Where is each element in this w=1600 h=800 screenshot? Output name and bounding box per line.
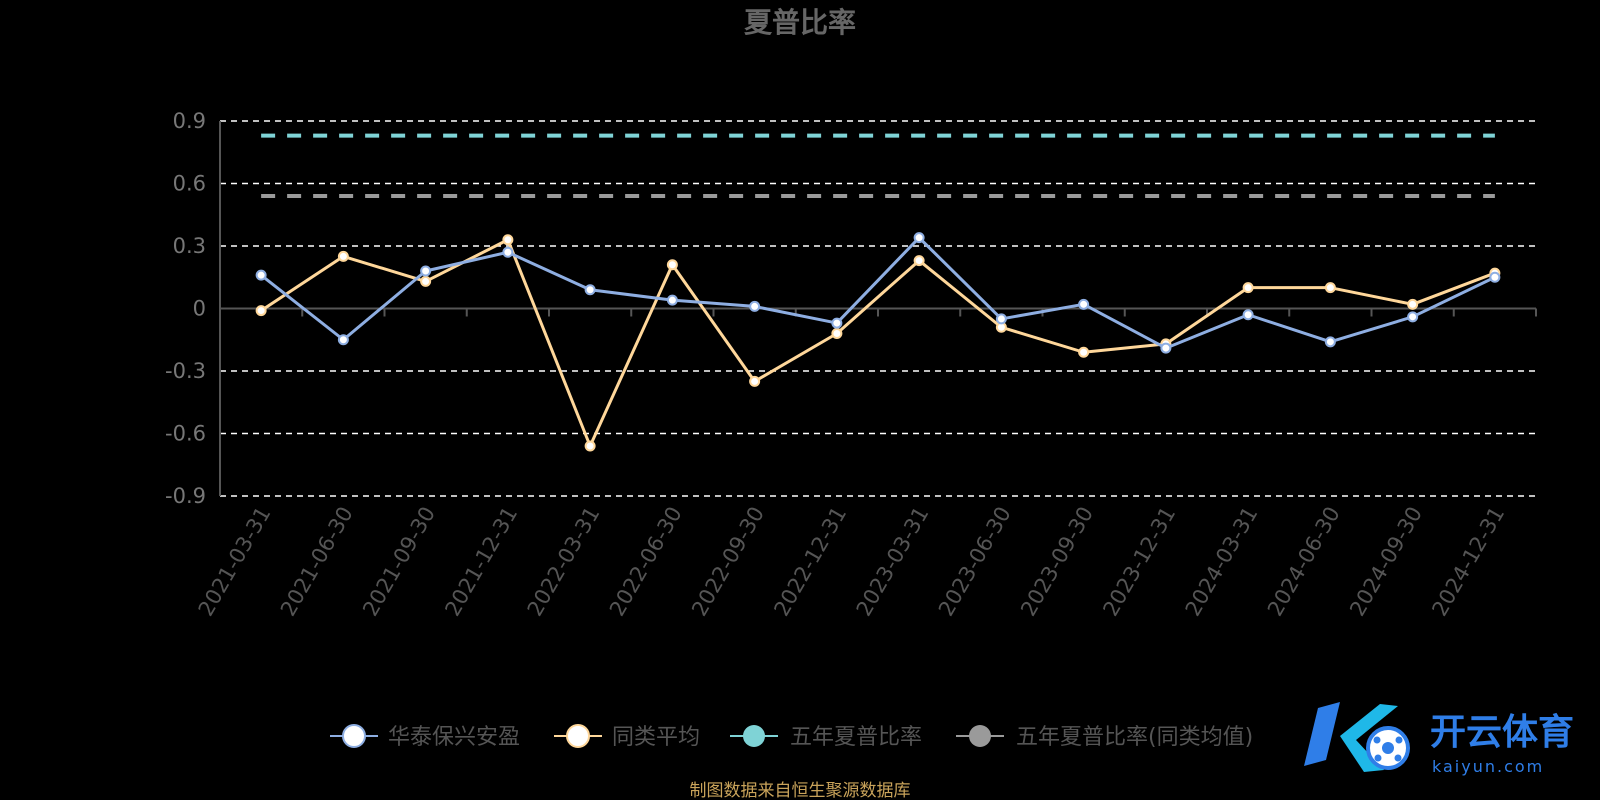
x-tick-label: 2023-09-30 [1016,503,1098,621]
x-tick-label: 2022-03-31 [523,503,605,621]
y-axis-ticks: 0.9 0.6 0.3 0 -0.3 -0.6 -0.9 [165,109,206,508]
watermark-domain: kaiyun.com [1432,757,1544,776]
y-tick-label: -0.3 [165,359,206,383]
legend-label-five-year: 五年夏普比率 [790,725,922,750]
data-point [666,259,678,271]
x-tick-label: 2023-12-31 [1098,503,1180,621]
watermark-brand: 开云体育 [1430,712,1574,753]
y-tick-label: -0.9 [165,484,206,508]
data-point [1242,282,1254,294]
data-point [831,317,843,329]
legend-item-five-year[interactable]: 五年夏普比率 [730,725,922,750]
data-point [420,265,432,277]
y-tick-label: 0.6 [173,172,206,196]
data-point [337,250,349,262]
data-point [1160,342,1172,354]
data-point [1407,311,1419,323]
legend-marker-avg [566,724,590,748]
x-tick-label: 2021-06-30 [276,503,358,621]
series-line [260,236,1496,350]
x-tick-label: 2021-12-31 [440,503,522,621]
data-point [831,328,843,339]
data-point [749,300,761,312]
data-point [420,275,432,287]
x-tick-label: 2022-06-30 [605,503,687,621]
reference-lines [261,133,1495,198]
legend-item-main[interactable]: 华泰保兴安盈 [330,724,520,750]
data-point [502,246,514,258]
data-point [1489,271,1501,283]
x-tick-label: 2023-03-31 [852,503,934,621]
x-tick-label: 2022-12-31 [769,503,851,621]
data-source-note: 制图数据来自恒生聚源数据库 [690,781,911,800]
data-point [749,375,761,387]
legend-item-avg[interactable]: 同类平均 [554,724,700,750]
data-point [255,269,267,281]
x-tick-label: 2024-06-30 [1263,503,1345,621]
axes [219,121,1537,496]
data-point [913,255,925,267]
legend-marker-five-year [743,725,765,747]
x-tick-label: 2022-09-30 [687,503,769,621]
x-tick-label: 2024-03-31 [1181,503,1263,621]
data-point [913,232,925,244]
x-tick-label: 2024-09-30 [1345,503,1427,621]
data-series [255,232,1501,452]
data-point [255,305,267,317]
legend-marker-main [342,724,366,748]
chart-title: 夏普比率 [744,6,856,39]
data-point [1078,298,1090,310]
data-point [584,440,596,452]
legend-marker-five-year-avg [969,725,991,747]
y-tick-label: 0.3 [173,234,206,258]
x-axis-ticks: 2021-03-31 2021-06-30 2021-09-30 2021-12-31… [194,503,1510,621]
y-tick-label: 0 [193,297,206,321]
x-tick-label: 2023-06-30 [934,503,1016,621]
data-point [1324,336,1336,348]
data-point [1407,298,1419,310]
x-tick-label: 2021-09-30 [358,503,440,621]
legend-label-five-year-avg: 五年夏普比率(同类均值) [1016,725,1253,750]
data-point [502,234,514,246]
y-tick-label: 0.9 [173,109,206,133]
watermark-logo: 开云体育 kaiyun.com [1304,702,1574,776]
y-tick-label: -0.6 [165,422,206,446]
data-point [1242,309,1254,321]
data-point [584,284,596,296]
data-point [1324,282,1336,294]
legend-label-avg: 同类平均 [612,725,700,750]
x-tick-label: 2024-12-31 [1427,503,1509,621]
series-line [260,238,1496,448]
kaiyun-logo-icon [1304,702,1410,772]
data-point [666,294,678,306]
legend-item-five-year-avg[interactable]: 五年夏普比率(同类均值) [956,725,1253,750]
legend-label-main: 华泰保兴安盈 [388,725,520,750]
legend: 华泰保兴安盈 同类平均 五年夏普比率 五年夏普比率(同类均值) [330,724,1253,750]
data-point [337,334,349,346]
data-point [1078,346,1090,358]
x-tick-label: 2021-03-31 [194,503,276,621]
data-point [995,313,1007,325]
